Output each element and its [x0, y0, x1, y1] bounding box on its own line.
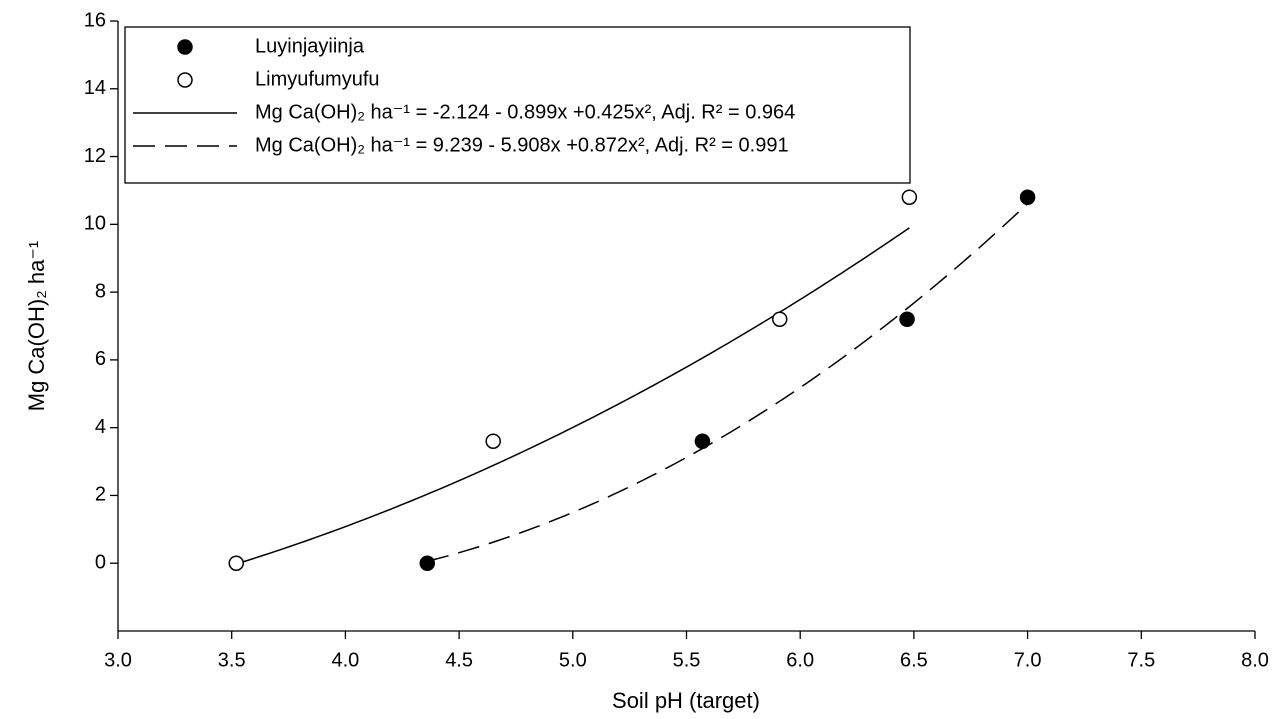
data-point: [899, 311, 915, 327]
y-tick-label: 0: [95, 552, 106, 574]
legend-label: Limyufumyufu: [255, 68, 380, 90]
y-tick-label: 16: [84, 9, 106, 31]
x-axis-label: Soil pH (target): [612, 688, 760, 713]
x-tick-label: 6.5: [900, 649, 928, 671]
legend-label: Luyinjayiinja: [255, 35, 365, 57]
x-tick-label: 4.5: [445, 649, 473, 671]
legend-label: Mg Ca(OH)₂ ha⁻¹ = 9.239 - 5.908x +0.872x…: [255, 134, 789, 156]
x-tick-label: 7.5: [1127, 649, 1155, 671]
legend-marker: [177, 39, 193, 55]
y-tick-label: 2: [95, 484, 106, 506]
x-tick-label: 7.0: [1014, 649, 1042, 671]
y-tick-label: 14: [84, 77, 106, 99]
fit-curve: [427, 203, 1029, 563]
y-tick-label: 8: [95, 280, 106, 302]
x-tick-label: 3.0: [104, 649, 132, 671]
data-point: [419, 555, 436, 571]
x-tick-label: 6.0: [786, 649, 814, 671]
y-tick-label: 6: [95, 348, 106, 370]
x-tick-label: 8.0: [1241, 649, 1269, 671]
legend-box: [124, 26, 911, 184]
x-tick-label: 5.0: [559, 649, 587, 671]
data-point: [485, 433, 501, 449]
data-point: [901, 189, 918, 205]
legend-marker: [177, 72, 193, 88]
data-point: [228, 555, 244, 571]
x-tick-label: 3.5: [218, 649, 246, 671]
legend-label: Mg Ca(OH)₂ ha⁻¹ = -2.124 - 0.899x +0.425…: [255, 101, 795, 123]
x-tick-label: 5.5: [673, 649, 701, 671]
fit-curve: [236, 227, 910, 565]
y-axis-label: Mg Ca(OH)₂ ha⁻¹: [24, 241, 49, 412]
y-tick-label: 4: [95, 416, 106, 438]
data-point: [1019, 189, 1036, 205]
x-tick-label: 4.0: [331, 649, 359, 671]
data-point: [771, 311, 788, 327]
data-point: [694, 433, 711, 449]
y-tick-label: 12: [84, 145, 106, 167]
y-tick-label: 10: [84, 213, 106, 235]
